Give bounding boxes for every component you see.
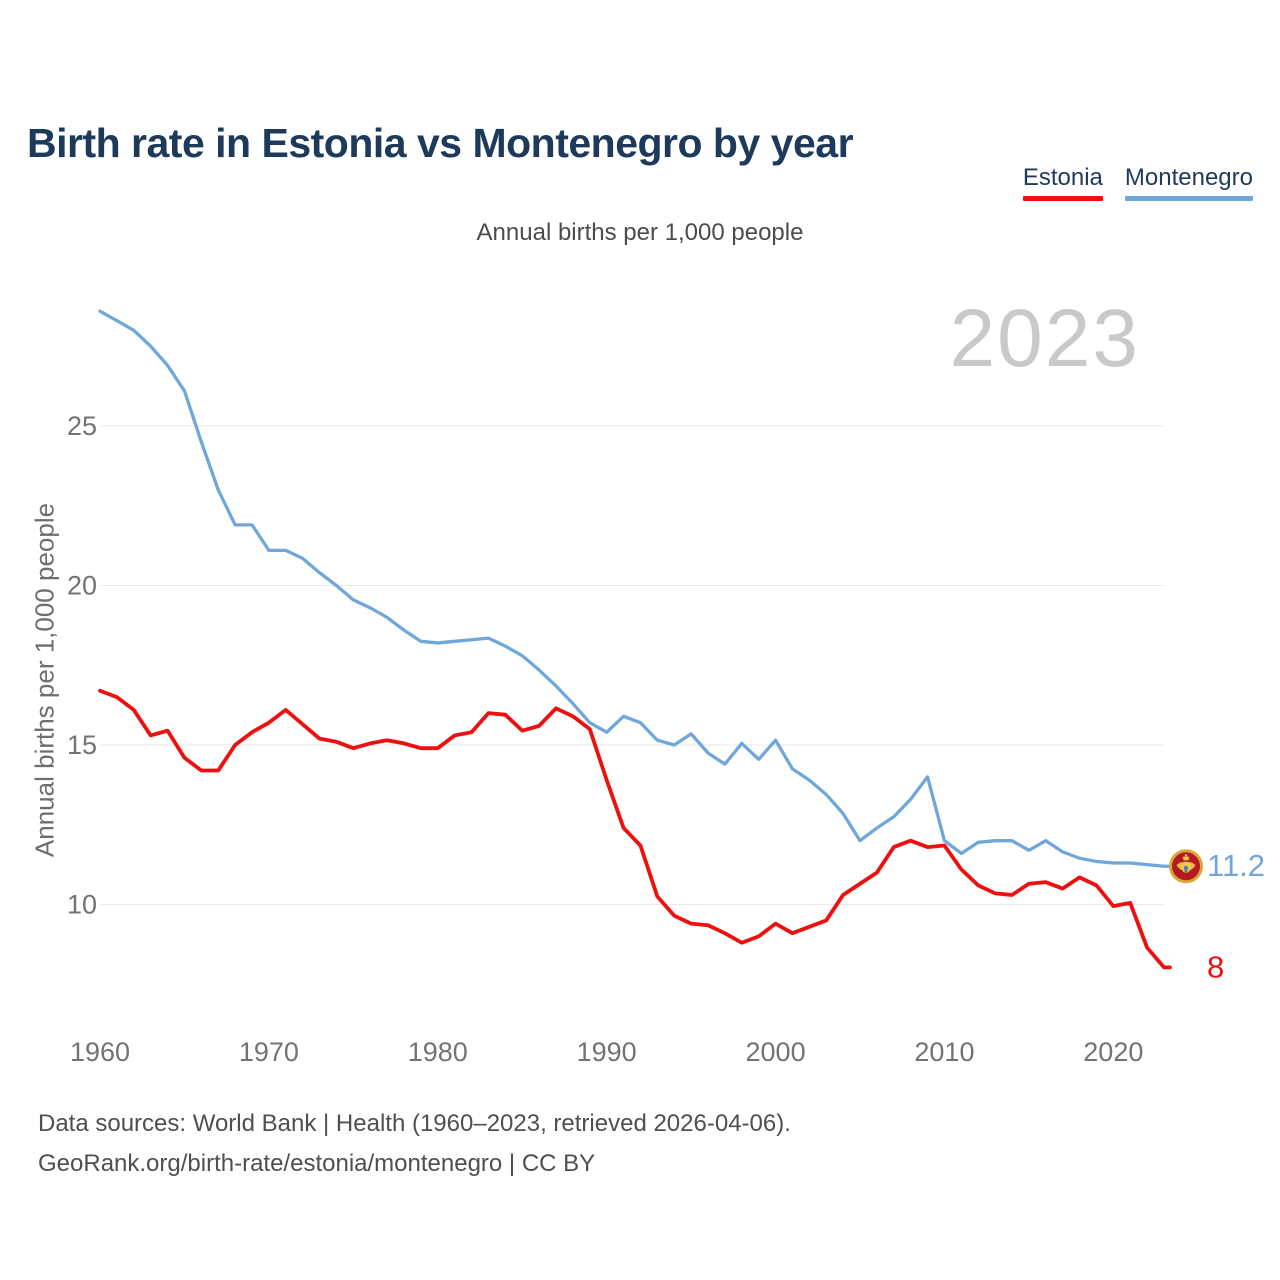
svg-text:1980: 1980	[408, 1037, 468, 1067]
end-value-label-estonia: 8	[1207, 949, 1224, 984]
legend-label-montenegro: Montenegro	[1124, 164, 1253, 191]
svg-text:1970: 1970	[239, 1037, 299, 1067]
legend-item-montenegro[interactable]: Montenegro	[1124, 164, 1253, 201]
montenegro-flag-icon	[1169, 849, 1203, 884]
svg-text:15: 15	[67, 730, 97, 760]
page-title: Birth rate in Estonia vs Montenegro by y…	[27, 120, 854, 167]
line-chart: 10 15 20 25 1960 1970 1980 1990 2000 2010 2020 8 11.…	[67, 309, 1265, 1067]
legend-item-estonia[interactable]: Estonia	[1022, 164, 1103, 201]
svg-text:2020: 2020	[1083, 1037, 1143, 1067]
footer: Data sources: World Bank | Health (1960–…	[38, 1104, 791, 1184]
svg-text:1960: 1960	[70, 1037, 130, 1067]
footer-attribution: GeoRank.org/birth-rate/estonia/montenegr…	[38, 1150, 596, 1177]
year-watermark: 2023	[949, 293, 1140, 384]
svg-text:25: 25	[67, 411, 97, 441]
end-value-label-montenegro: 11.2	[1207, 848, 1265, 883]
chart-subtitle: Annual births per 1,000 people	[476, 219, 804, 246]
legend-label-estonia: Estonia	[1022, 164, 1103, 191]
svg-text:20: 20	[67, 571, 97, 601]
svg-text:10: 10	[67, 890, 97, 920]
legend-underline-estonia	[1022, 196, 1103, 201]
legend: Estonia Montenegro	[1022, 164, 1253, 201]
svg-text:2010: 2010	[914, 1037, 974, 1067]
chart-area[interactable]: 10 15 20 25 1960 1970 1980 1990 2000 2010 2020 8 11.…	[0, 260, 1280, 1090]
footer-sources: Data sources: World Bank | Health (1960–…	[38, 1110, 791, 1137]
svg-text:2000: 2000	[746, 1037, 806, 1067]
svg-text:1990: 1990	[577, 1037, 637, 1067]
legend-underline-montenegro	[1124, 196, 1253, 201]
